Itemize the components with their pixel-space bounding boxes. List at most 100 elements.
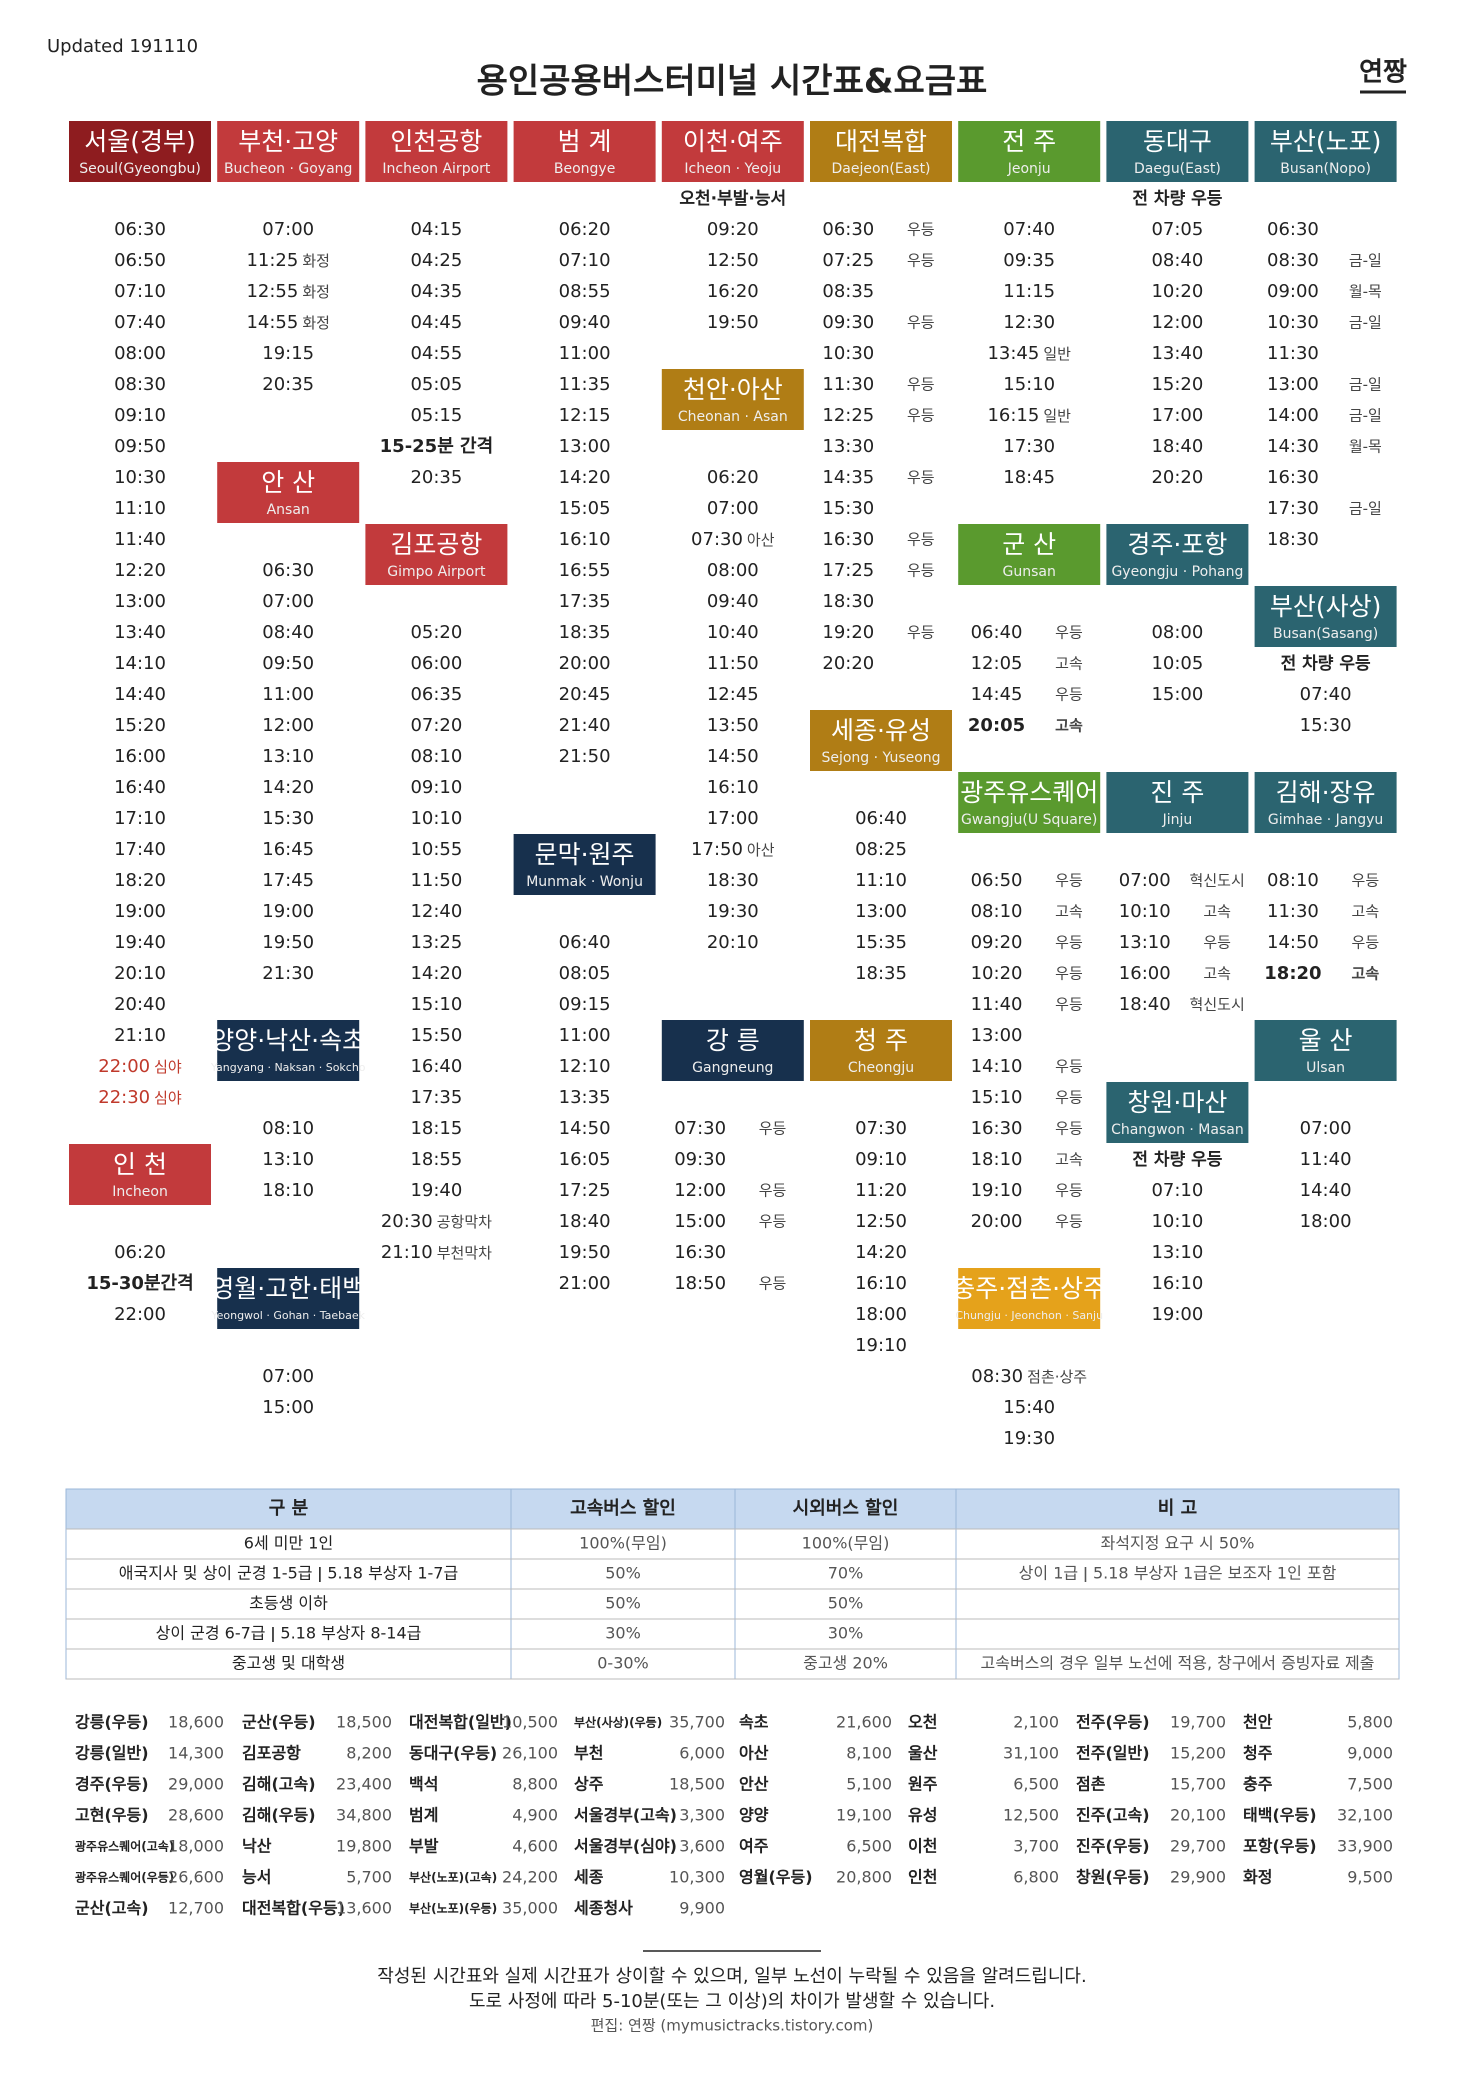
route-header [69,1144,211,1205]
departure-time: 09:15 [559,994,611,1015]
route-header [1106,1082,1249,1143]
departure-tag: 화정 [302,252,330,270]
departure: 19:40 [114,932,166,953]
departure: 14:20 [410,963,462,984]
departure: 14:20 [262,777,314,798]
departure-time: 14:40 [114,684,166,705]
departure: 20:10 [707,932,759,953]
departure: 17:50 아산 [691,839,775,860]
departure-time: 13:00 [1267,374,1319,395]
departure: 20:45 [559,684,611,705]
departure: 11:40 [1300,1149,1352,1170]
fare-price: 4,900 [512,1806,558,1825]
departure: 07:40 [1003,219,1055,240]
departure-time: 19:30 [1003,1428,1055,1449]
departure-time: 04:15 [410,219,462,240]
departure: 08:30 점촌·상주 [971,1366,1087,1387]
departure-time: 14:20 [410,963,462,984]
fare-destination: 서울경부(심야) [574,1837,677,1856]
fare-price: 19,800 [336,1837,392,1856]
departure: 07:40 [114,312,166,333]
route-header [1254,1020,1397,1081]
fare-destination: 세종청사 [574,1899,633,1918]
departure-time: 12:00 [1151,312,1203,333]
departure-time: 19:15 [262,343,314,364]
departure: 08:00 [114,343,166,364]
departure-time: 07:30 [674,1118,726,1139]
fare-price: 34,800 [336,1806,392,1825]
fare-destination: 점촌 [1076,1775,1106,1794]
fare-destination: 양양 [739,1806,769,1825]
departure: 11:50 [410,870,462,891]
route-subtitle: Sejong · Yuseong [821,750,940,766]
departure-time: 20:40 [114,994,166,1015]
route-subtitle: Busan(Nopo) [1280,161,1371,177]
departure-time: 11:35 [559,374,611,395]
footer-note: 도로 사정에 따라 5-10분(또는 그 이상)의 차이가 발생할 수 있습니다… [469,1991,995,2012]
route-title: 안 산 [261,468,315,497]
discount-cell: 30% [605,1624,641,1643]
departure-time: 15:30 [1300,715,1352,736]
departure: 13:10 [262,746,314,767]
departure: 14:40 [1300,1180,1352,1201]
fare-price: 9,000 [1347,1744,1393,1763]
discount-cell: 50% [605,1594,641,1613]
departure: 05:20 [410,622,462,643]
departure: 10:20 [1151,281,1203,302]
departure: 07:00 [707,498,759,519]
departure-time: 05:20 [410,622,462,643]
departure: 15-30분간격 [86,1273,193,1294]
fare-destination: 유성 [908,1806,937,1825]
departure: 22:00 심야 [98,1056,182,1077]
fare-destination: 이천 [908,1837,937,1856]
departure-time: 10:20 [971,963,1023,984]
departure: 19:00 [1151,1304,1203,1325]
departure-time: 11:40 [1300,1149,1352,1170]
departure-tag: 월-목 [1349,283,1382,301]
fare-destination: 부산(노포)(우등) [409,1901,497,1916]
departure-tag: 금-일 [1349,407,1382,425]
discount-header: 비 고 [1158,1498,1197,1519]
departure-time: 05:05 [410,374,462,395]
departure: 07:00 [1300,1118,1352,1139]
departure: 17:40 [114,839,166,860]
departure-tag: 혁신도시 [1190,872,1245,890]
departure: 17:45 [262,870,314,891]
departure-time: 06:30 [1267,219,1319,240]
fare-destination: 세종 [574,1868,604,1887]
departure-time: 14:50 [1267,932,1319,953]
departure: 13:25 [410,932,462,953]
departure-time: 15:10 [971,1087,1023,1108]
departure-time: 07:25 [822,250,874,271]
departure: 04:25 [410,250,462,271]
fare-price: 29,000 [168,1775,224,1794]
departure-tag: 금-일 [1349,252,1382,270]
fare-destination: 속초 [739,1713,769,1732]
departure: 11:00 [559,343,611,364]
departure-tag: 금-일 [1349,314,1382,332]
route-subtitle: Daejeon(East) [831,161,930,177]
departure: 09:10 [855,1149,907,1170]
route-subtitle: Incheon Airport [382,161,491,177]
departure-time: 07:20 [410,715,462,736]
route-header [958,121,1101,182]
departure-tag: 우등 [1352,934,1380,952]
departure: 16:55 [559,560,611,581]
fare-price: 5,100 [846,1775,892,1794]
route-title: 문막·원주 [535,840,635,869]
departure: 08:10 [262,1118,314,1139]
departure: 06:20 [707,467,759,488]
departure-time: 09:00 [1267,281,1319,302]
departure-tag: 혁신도시 [1190,996,1245,1014]
route-header [810,1020,952,1081]
fare-destination: 범계 [409,1806,438,1825]
fare-destination: 대전복합(일반) [409,1713,512,1732]
departure-tag: 고속 [1352,903,1380,921]
departure-tag: 우등 [1055,624,1083,642]
departure: 09:40 [559,312,611,333]
departure-time: 08:10 [410,746,462,767]
route-subtitle: Beongye [554,161,615,177]
departure-time: 16:00 [114,746,166,767]
fare-price: 29,700 [1170,1837,1226,1856]
departure: 09:50 [262,653,314,674]
